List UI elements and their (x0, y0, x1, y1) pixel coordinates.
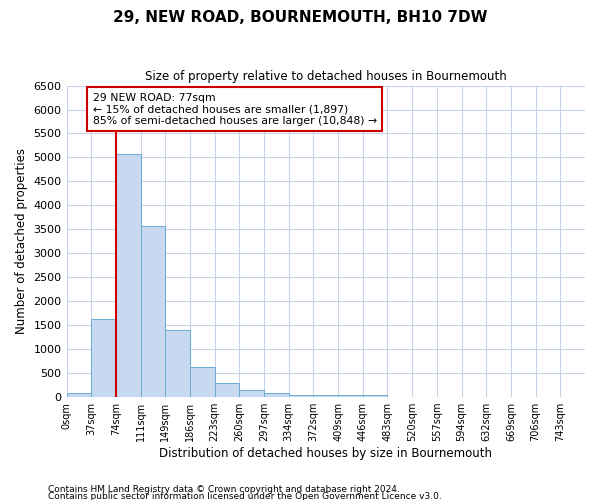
Bar (363, 394, 388, 397)
Bar (67, 394, 91, 397)
Y-axis label: Number of detached properties: Number of detached properties (15, 148, 28, 334)
X-axis label: Distribution of detached houses by size in Bournemouth: Distribution of detached houses by size … (159, 447, 492, 460)
Bar (190, 368, 215, 397)
Text: 29, NEW ROAD, BOURNEMOUTH, BH10 7DW: 29, NEW ROAD, BOURNEMOUTH, BH10 7DW (113, 10, 487, 25)
Title: Size of property relative to detached houses in Bournemouth: Size of property relative to detached ho… (145, 70, 506, 83)
Bar (215, 383, 239, 397)
Bar (264, 392, 289, 397)
Text: Contains HM Land Registry data © Crown copyright and database right 2024.: Contains HM Land Registry data © Crown c… (48, 486, 400, 494)
Text: 29 NEW ROAD: 77sqm
← 15% of detached houses are smaller (1,897)
85% of semi-deta: 29 NEW ROAD: 77sqm ← 15% of detached hou… (92, 92, 377, 126)
Bar (140, 226, 165, 397)
Bar (116, 154, 140, 397)
Bar (289, 394, 313, 397)
Bar (239, 390, 264, 397)
Bar (338, 394, 363, 397)
Text: Contains public sector information licensed under the Open Government Licence v3: Contains public sector information licen… (48, 492, 442, 500)
Bar (91, 319, 116, 397)
Bar (313, 394, 338, 397)
Bar (165, 330, 190, 397)
